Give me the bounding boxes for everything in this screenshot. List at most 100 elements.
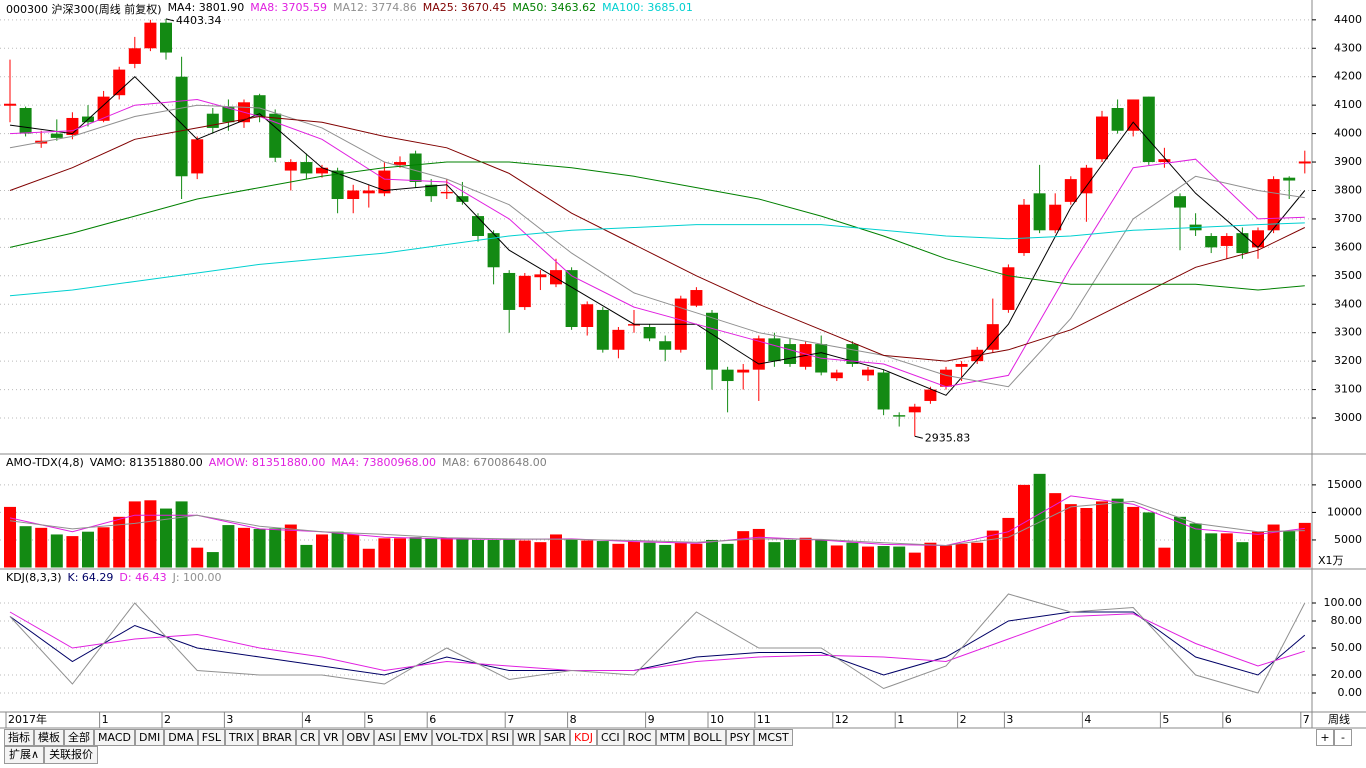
candle-body bbox=[862, 369, 874, 376]
indicator-tab[interactable]: CR bbox=[296, 729, 320, 746]
x-tick-label: 7 bbox=[507, 713, 514, 726]
volume-bar bbox=[565, 539, 578, 568]
volume-ma-line bbox=[9, 495, 1305, 547]
candle-body bbox=[768, 338, 781, 362]
annotation-leader bbox=[914, 435, 923, 439]
kdj-header: KDJ(8,3,3) K: 64.29 D: 46.43 J: 100.00 bbox=[6, 571, 222, 584]
indicator-tab[interactable]: ROC bbox=[623, 729, 656, 746]
candle-body bbox=[456, 196, 469, 202]
indicator-tab[interactable]: RSI bbox=[487, 729, 514, 746]
volume-bar bbox=[971, 542, 984, 568]
volume-bar bbox=[581, 540, 594, 568]
volume-bar bbox=[206, 552, 219, 568]
y-tick-label: 4400 bbox=[1334, 13, 1362, 26]
volume-bar bbox=[128, 501, 141, 568]
y-tick-label: 0.00 bbox=[1338, 686, 1363, 699]
candle-body bbox=[66, 117, 79, 136]
indicator-tab[interactable]: VOL-TDX bbox=[431, 729, 488, 746]
indicator-tab[interactable]: BOLL bbox=[689, 729, 726, 746]
volume-bar bbox=[4, 506, 16, 568]
ma-line bbox=[9, 222, 1305, 297]
zoom-button[interactable]: + bbox=[1316, 729, 1334, 746]
volume-bar bbox=[316, 534, 328, 568]
indicator-tab[interactable]: BRAR bbox=[258, 729, 297, 746]
indicator-tab[interactable]: CCI bbox=[596, 729, 624, 746]
indicator-tab[interactable]: VR bbox=[319, 729, 343, 746]
volume-bar bbox=[628, 541, 640, 568]
candle-body bbox=[331, 170, 344, 200]
volume-bar bbox=[394, 538, 406, 568]
chart-title: AMO-TDX(4,8) bbox=[6, 456, 84, 469]
indicator-tab[interactable]: FSL bbox=[197, 729, 225, 746]
indicator-tab[interactable]: MACD bbox=[94, 729, 135, 746]
indicator-tab[interactable]: 全部 bbox=[64, 729, 94, 746]
volume-bar bbox=[721, 543, 734, 568]
legend-entry: K: 64.29 bbox=[67, 571, 114, 584]
indicator-tab[interactable]: EMV bbox=[399, 729, 432, 746]
y-tick-label: 100.00 bbox=[1324, 596, 1363, 609]
indicator-tab[interactable]: ASI bbox=[373, 729, 400, 746]
volume-bar bbox=[784, 539, 796, 568]
volume-bar bbox=[253, 528, 266, 568]
indicator-tab[interactable]: WR bbox=[513, 729, 540, 746]
volume-bar bbox=[1236, 542, 1249, 568]
indicator-tabs: 指标 模板 全部 MACD DMI DMA FSL TRIX BRAR CR VR OBV ASI EMV… bbox=[4, 729, 793, 746]
volume-bar bbox=[1049, 493, 1062, 568]
x-tick-label: 1 bbox=[897, 713, 904, 726]
candle-body bbox=[362, 190, 375, 194]
candle-body bbox=[940, 369, 952, 387]
volume-bar bbox=[596, 541, 609, 568]
candle-body bbox=[222, 106, 235, 123]
volume-bar bbox=[737, 531, 750, 568]
volume-bar bbox=[1174, 516, 1186, 568]
y-tick-label: 50.00 bbox=[1331, 641, 1363, 654]
indicator-tab[interactable]: PSY bbox=[725, 729, 754, 746]
indicator-tab[interactable]: 模板 bbox=[34, 729, 64, 746]
candle-body bbox=[721, 369, 734, 382]
indicator-tab[interactable]: 指标 bbox=[4, 729, 34, 746]
y-tick-label: 3300 bbox=[1334, 326, 1362, 339]
indicator-tab[interactable]: MTM bbox=[655, 729, 690, 746]
indicator-tab[interactable]: DMA bbox=[164, 729, 198, 746]
legend-entry: MA12: 3774.86 bbox=[333, 1, 417, 14]
indicator-tab[interactable]: MCST bbox=[753, 729, 793, 746]
y-tick-label: 3400 bbox=[1334, 297, 1362, 310]
volume-bar bbox=[908, 552, 921, 568]
indicator-tab[interactable]: OBV bbox=[342, 729, 374, 746]
legend-entry: VAMO: 81351880.00 bbox=[89, 456, 203, 469]
indicator-tab[interactable]: TRIX bbox=[224, 729, 259, 746]
candle-body bbox=[191, 139, 204, 174]
bottom-tab[interactable]: 扩展∧ bbox=[4, 746, 45, 764]
candle-body bbox=[1142, 96, 1155, 163]
x-tick-label: 3 bbox=[226, 713, 233, 726]
zoom-button[interactable]: - bbox=[1334, 729, 1352, 746]
volume-bar bbox=[409, 537, 422, 568]
bottom-tab[interactable]: 关联报价 bbox=[44, 746, 99, 764]
volume-header: AMO-TDX(4,8) VAMO: 81351880.00 AMOW: 81351… bbox=[6, 456, 547, 469]
candle-body bbox=[893, 415, 906, 417]
candle-body bbox=[1298, 161, 1311, 164]
candle-body bbox=[409, 153, 422, 182]
candle-body bbox=[1064, 179, 1077, 202]
candle-body bbox=[1080, 167, 1093, 194]
volume-bar bbox=[1080, 508, 1093, 568]
indicator-tab[interactable]: KDJ bbox=[570, 729, 597, 746]
x-tick-label: 2017年 bbox=[8, 712, 47, 726]
volume-bar bbox=[378, 538, 391, 568]
candle-body bbox=[4, 103, 16, 106]
y-tick-label: 3500 bbox=[1334, 269, 1362, 282]
candle-body bbox=[1252, 230, 1264, 248]
price-header: 000300 沪深300(周线 前复权) MA4: 3801.90 MA8: 370… bbox=[6, 1, 693, 17]
y-tick-label: 4300 bbox=[1334, 41, 1362, 54]
candle-body bbox=[1111, 108, 1124, 131]
indicator-tab[interactable]: SAR bbox=[539, 729, 571, 746]
volume-bar bbox=[191, 547, 204, 568]
indicator-tab[interactable]: DMI bbox=[134, 729, 165, 746]
volume-bar bbox=[768, 542, 781, 568]
volume-bar bbox=[534, 542, 547, 568]
x-tick-label: 1 bbox=[102, 713, 109, 726]
volume-bar bbox=[238, 527, 250, 568]
volume-bar bbox=[1158, 547, 1171, 568]
candle-body bbox=[175, 76, 188, 177]
